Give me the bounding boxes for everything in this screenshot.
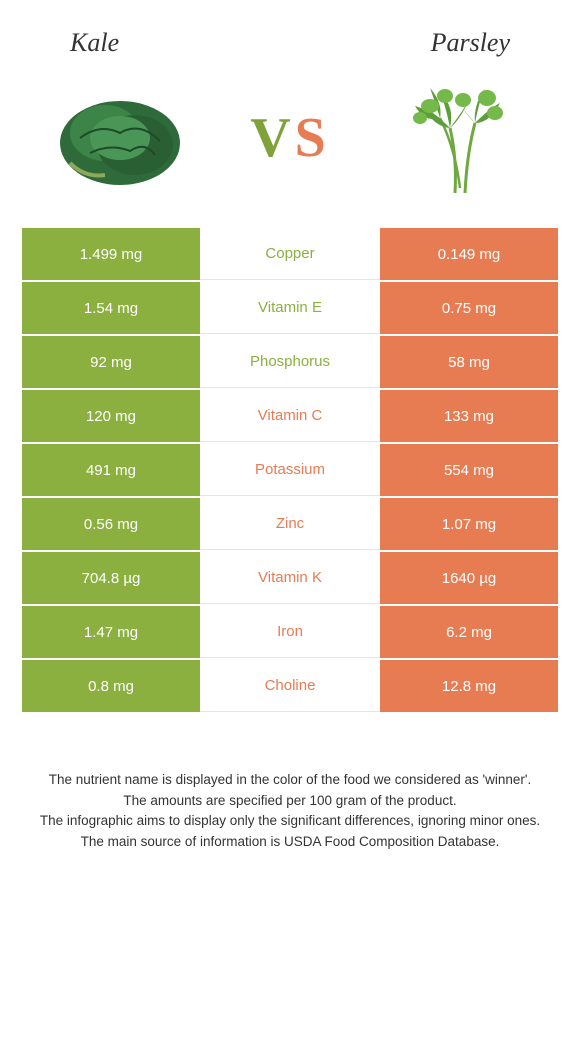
vs-label: VS	[250, 106, 330, 170]
right-value: 554 mg	[380, 444, 558, 496]
left-value: 1.47 mg	[22, 606, 200, 658]
left-value: 1.499 mg	[22, 228, 200, 280]
left-value: 704.8 µg	[22, 552, 200, 604]
nutrient-label: Potassium	[200, 444, 380, 496]
vs-v: V	[250, 107, 294, 169]
nutrient-label: Iron	[200, 606, 380, 658]
table-row: 1.47 mgIron6.2 mg	[22, 606, 558, 658]
table-row: 491 mgPotassium554 mg	[22, 444, 558, 496]
footer-line-2: The amounts are specified per 100 gram o…	[30, 791, 550, 811]
nutrient-label: Zinc	[200, 498, 380, 550]
left-value: 92 mg	[22, 336, 200, 388]
header: Kale Parsley	[0, 0, 580, 68]
right-value: 0.149 mg	[380, 228, 558, 280]
right-value: 6.2 mg	[380, 606, 558, 658]
nutrient-label: Vitamin C	[200, 390, 380, 442]
right-food-title: Parsley	[431, 28, 510, 58]
images-row: VS	[0, 68, 580, 228]
left-food-title: Kale	[70, 28, 119, 58]
table-row: 704.8 µgVitamin K1640 µg	[22, 552, 558, 604]
right-value: 58 mg	[380, 336, 558, 388]
kale-icon	[50, 78, 190, 198]
right-value: 133 mg	[380, 390, 558, 442]
table-row: 1.54 mgVitamin E0.75 mg	[22, 282, 558, 334]
nutrient-table: 1.499 mgCopper0.149 mg1.54 mgVitamin E0.…	[0, 228, 580, 712]
table-row: 92 mgPhosphorus58 mg	[22, 336, 558, 388]
footer-line-4: The main source of information is USDA F…	[30, 832, 550, 852]
left-value: 120 mg	[22, 390, 200, 442]
left-value: 0.56 mg	[22, 498, 200, 550]
nutrient-label: Vitamin K	[200, 552, 380, 604]
footer-line-1: The nutrient name is displayed in the co…	[30, 770, 550, 790]
nutrient-label: Copper	[200, 228, 380, 280]
right-value: 1.07 mg	[380, 498, 558, 550]
left-value: 491 mg	[22, 444, 200, 496]
right-value: 1640 µg	[380, 552, 558, 604]
table-row: 0.56 mgZinc1.07 mg	[22, 498, 558, 550]
table-row: 1.499 mgCopper0.149 mg	[22, 228, 558, 280]
left-value: 0.8 mg	[22, 660, 200, 712]
right-value: 0.75 mg	[380, 282, 558, 334]
left-value: 1.54 mg	[22, 282, 200, 334]
nutrient-label: Vitamin E	[200, 282, 380, 334]
vs-s: S	[295, 107, 330, 169]
nutrient-label: Phosphorus	[200, 336, 380, 388]
parsley-icon	[390, 78, 530, 198]
table-row: 120 mgVitamin C133 mg	[22, 390, 558, 442]
footer-notes: The nutrient name is displayed in the co…	[0, 714, 580, 851]
right-value: 12.8 mg	[380, 660, 558, 712]
table-row: 0.8 mgCholine12.8 mg	[22, 660, 558, 712]
nutrient-label: Choline	[200, 660, 380, 712]
footer-line-3: The infographic aims to display only the…	[30, 811, 550, 831]
